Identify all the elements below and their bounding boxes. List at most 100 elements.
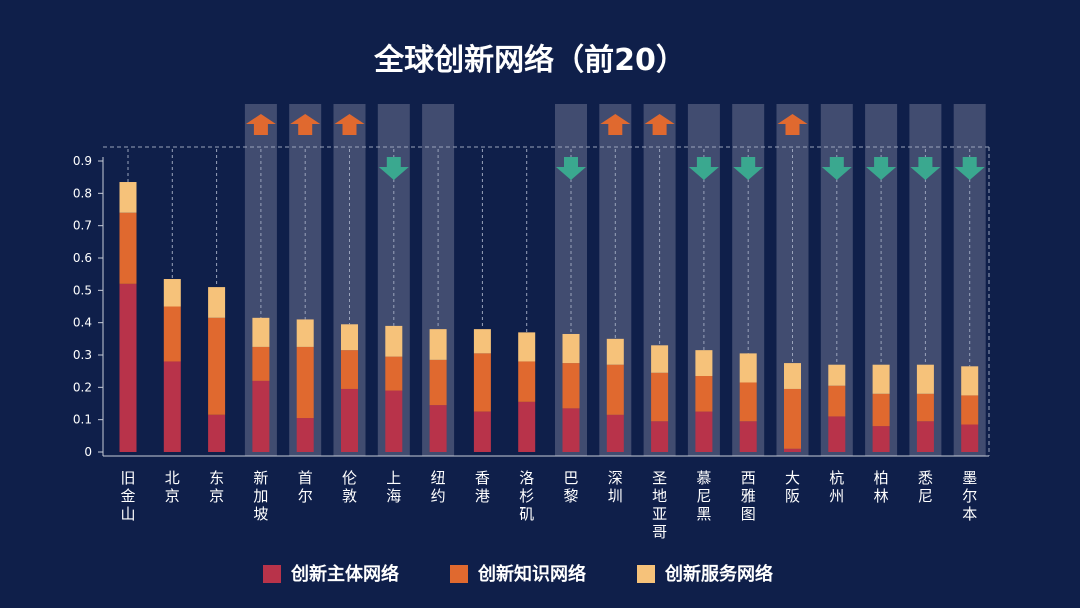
bar-segment xyxy=(518,401,536,452)
y-tick-label: 0.9 xyxy=(73,154,92,168)
down-arrow-icon xyxy=(556,157,586,180)
down-arrow-icon xyxy=(866,157,897,180)
bar-segment xyxy=(695,350,713,377)
x-tick-label: 大阪 xyxy=(785,469,800,505)
bar-segment xyxy=(119,283,137,452)
bar-segment xyxy=(828,385,846,417)
up-arrow-icon xyxy=(644,114,675,135)
bar-segment xyxy=(872,426,890,452)
bar-segment xyxy=(828,364,846,386)
x-tick-label: 巴黎 xyxy=(563,469,578,505)
bar-segment xyxy=(651,372,669,422)
bar-segment xyxy=(119,212,137,284)
bar-segment xyxy=(429,359,447,406)
bar-segment xyxy=(473,411,491,452)
up-arrow-icon xyxy=(334,114,365,135)
x-tick-label: 伦敦 xyxy=(342,469,357,505)
up-arrow-icon xyxy=(245,114,276,135)
bar-segment xyxy=(961,424,979,452)
down-arrow-icon xyxy=(733,157,764,180)
x-tick-label: 洛杉矶 xyxy=(519,469,534,523)
bar-segment xyxy=(119,182,137,213)
down-arrow-icon xyxy=(688,157,719,180)
x-tick-label: 首尔 xyxy=(298,469,313,505)
bar-segment xyxy=(739,421,757,452)
y-tick-label: 0.1 xyxy=(73,413,92,427)
y-tick-label: 0.8 xyxy=(73,186,92,200)
bar-segment xyxy=(252,346,270,381)
bar-segment xyxy=(828,416,846,452)
x-tick-label: 西雅图 xyxy=(741,469,756,523)
bar-segment xyxy=(429,405,447,452)
x-tick-label: 北京 xyxy=(165,469,180,505)
bar-segment xyxy=(739,382,757,422)
x-tick-label: 纽约 xyxy=(431,469,446,505)
bar-segment xyxy=(296,346,314,419)
legend-swatch xyxy=(450,565,468,583)
bar-segment xyxy=(296,418,314,452)
x-tick-label: 悉尼 xyxy=(918,469,933,505)
x-tick-label: 慕尼黑 xyxy=(696,469,711,523)
bar-segment xyxy=(562,363,580,409)
bar-segment xyxy=(739,353,757,383)
bar-segment xyxy=(163,361,181,452)
bar-segment xyxy=(606,364,624,415)
bar-segment xyxy=(961,395,979,425)
bar-segment xyxy=(385,356,403,391)
down-arrow-icon xyxy=(378,157,409,180)
bar-segment xyxy=(252,380,270,452)
bar-segment xyxy=(385,325,403,357)
bar-segment xyxy=(784,388,801,449)
x-tick-label: 香港 xyxy=(475,469,490,505)
bar-segment xyxy=(784,363,801,389)
down-arrow-icon xyxy=(821,157,852,180)
bar-segment xyxy=(916,364,934,394)
bar-segment xyxy=(163,279,181,307)
bar-segment xyxy=(429,329,447,360)
legend-label: 创新主体网络 xyxy=(290,563,399,585)
bar-segment xyxy=(473,353,491,412)
bar-segment xyxy=(872,393,890,427)
y-tick-label: 0.4 xyxy=(73,316,92,330)
up-arrow-icon xyxy=(777,114,808,135)
x-tick-label: 旧金山 xyxy=(120,469,135,523)
bar-segment xyxy=(695,376,713,412)
y-tick-label: 0 xyxy=(84,445,92,459)
bar-segment xyxy=(208,287,226,318)
x-tick-label: 上海 xyxy=(386,469,401,505)
bar-segment xyxy=(252,317,270,347)
bar-segment xyxy=(916,421,934,452)
x-tick-label: 深圳 xyxy=(608,469,623,505)
bar-segment xyxy=(695,411,713,452)
x-tick-label: 新加坡 xyxy=(253,469,268,523)
bar-segment xyxy=(518,332,536,362)
legend-swatch xyxy=(263,565,281,583)
bar-segment xyxy=(385,390,403,452)
bar-segment xyxy=(784,448,801,452)
up-arrow-icon xyxy=(600,114,631,135)
y-tick-label: 0.3 xyxy=(73,348,92,362)
bar-segment xyxy=(916,393,934,422)
bar-segment xyxy=(606,414,624,452)
bar-segment xyxy=(606,338,624,365)
y-tick-label: 0.6 xyxy=(73,251,92,265)
bar-segment xyxy=(208,414,226,452)
bar-segment xyxy=(341,388,358,452)
x-tick-label: 杭州 xyxy=(829,469,844,505)
bar-segment xyxy=(341,324,358,351)
legend-label: 创新知识网络 xyxy=(477,563,586,585)
bar-segment xyxy=(651,421,669,452)
bar-segment xyxy=(296,319,314,347)
bar-segment xyxy=(562,408,580,452)
bar-segment xyxy=(341,350,358,389)
bar-segment xyxy=(473,329,491,354)
bar-segment xyxy=(961,366,979,396)
bar-segment xyxy=(208,317,226,415)
x-tick-label: 墨尔本 xyxy=(962,469,977,523)
y-tick-label: 0.5 xyxy=(73,283,92,297)
x-tick-label: 圣地亚哥 xyxy=(652,469,667,541)
y-tick-label: 0.7 xyxy=(73,219,92,233)
bar-segment xyxy=(651,345,669,373)
